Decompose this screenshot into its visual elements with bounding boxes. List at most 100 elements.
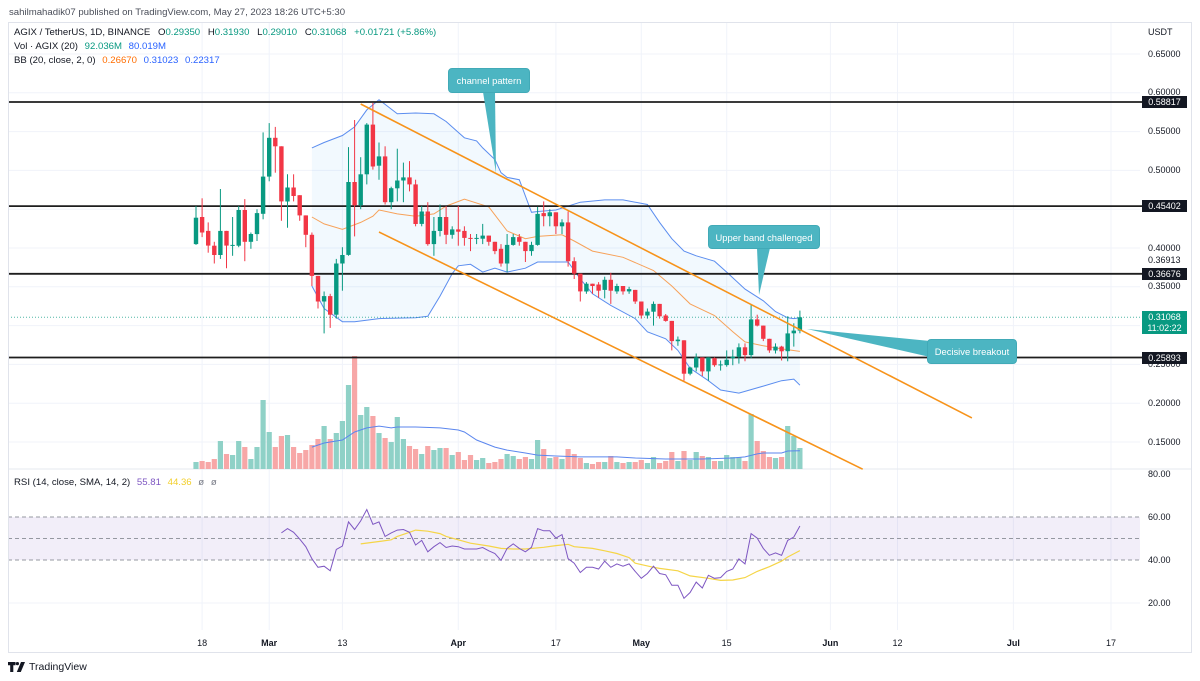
- candle: [425, 202, 430, 246]
- change-value: +0.01721 (+5.86%): [354, 27, 437, 38]
- volume-bar: [248, 459, 254, 469]
- volume-bar: [260, 400, 266, 469]
- volume-bar: [443, 448, 449, 469]
- volume-bar: [486, 463, 492, 469]
- volume-bar: [602, 462, 608, 469]
- volume-bar: [230, 455, 236, 469]
- candle: [529, 241, 534, 256]
- candle: [492, 241, 498, 255]
- rsi-tick-label: 20.00: [1148, 597, 1171, 608]
- candle: [572, 257, 577, 279]
- time-tick-label: May: [632, 638, 651, 648]
- candle: [633, 289, 638, 304]
- callout-upper-band-challenged[interactable]: Upper band challenged: [708, 225, 820, 249]
- volume-bar: [693, 452, 699, 469]
- candle: [694, 353, 699, 372]
- price-tick-label: 0.65000: [1148, 48, 1181, 59]
- volume-bar: [504, 454, 510, 469]
- rsi-band-fill: [8, 517, 1140, 560]
- candle: [242, 199, 247, 262]
- candle: [267, 123, 272, 182]
- volume-bar: [632, 462, 638, 469]
- candle: [328, 293, 333, 328]
- volume-bar: [541, 449, 547, 469]
- volume-indicator-title[interactable]: Vol · AGIX (20): [14, 41, 78, 52]
- volume-bar: [760, 451, 766, 469]
- tradingview-branding[interactable]: TradingView: [8, 661, 87, 673]
- volume-bar: [748, 414, 754, 469]
- volume-bar: [242, 447, 248, 469]
- candle: [413, 179, 418, 227]
- volume-bar: [376, 433, 382, 469]
- callout-channel-pattern[interactable]: channel pattern: [448, 68, 530, 93]
- volume-bar: [583, 463, 589, 469]
- volume-bar: [535, 440, 541, 469]
- callout-pointer-breakout: [807, 329, 930, 357]
- volume-bar: [419, 454, 425, 469]
- candle: [407, 161, 412, 192]
- candle: [663, 314, 668, 322]
- volume-bar: [217, 441, 223, 469]
- volume-bar: [303, 450, 309, 469]
- channel-upper-trendline[interactable]: [360, 103, 973, 419]
- candle: [230, 217, 235, 256]
- volume-bar: [455, 452, 461, 469]
- rsi-line: [281, 508, 801, 600]
- candle: [724, 350, 729, 367]
- bb-fill: [311, 99, 800, 394]
- candle: [761, 325, 766, 342]
- high-value: H0.31930: [207, 27, 250, 38]
- volume-bar: [522, 457, 528, 469]
- candle: [584, 282, 589, 294]
- volume-bar: [614, 462, 620, 469]
- bar-countdown: 11:02:22: [1147, 323, 1182, 334]
- volume-bar: [626, 462, 632, 469]
- candle: [590, 283, 595, 294]
- candle: [443, 206, 449, 245]
- candle: [480, 223, 485, 245]
- volume-bar: [492, 462, 498, 469]
- candle: [742, 343, 748, 362]
- candle: [639, 301, 644, 319]
- volume-bar: [711, 461, 718, 469]
- level-price-label: 0.36676: [1142, 267, 1187, 280]
- price-tick-label: 0.25000: [1148, 358, 1181, 369]
- volume-bar: [608, 456, 614, 469]
- candle: [291, 174, 296, 202]
- volume-bar: [797, 448, 803, 469]
- bb-lower-line: [311, 261, 801, 394]
- time-tick-label: Jul: [1006, 638, 1020, 648]
- time-tick-label: Mar: [261, 638, 278, 648]
- volume-bar: [309, 445, 315, 469]
- volume-bar: [352, 356, 358, 469]
- callout-pointer-channel: [483, 92, 496, 173]
- volume-bar: [345, 385, 352, 469]
- last-price-value: 0.31068: [1148, 312, 1181, 323]
- price-axis-currency: USDT: [1148, 27, 1173, 37]
- candle: [687, 366, 693, 376]
- price-tick-label: 0.55000: [1148, 126, 1181, 137]
- rsi-tick-label: 40.00: [1148, 554, 1171, 565]
- volume-bar: [193, 462, 199, 469]
- volume-ma-line: [311, 425, 800, 460]
- candle: [260, 132, 266, 220]
- volume-bar: [449, 455, 455, 469]
- candle: [279, 146, 284, 221]
- callout-decisive-breakout[interactable]: Decisive breakout: [927, 339, 1017, 364]
- channel-lower-trendline[interactable]: [378, 231, 864, 470]
- bb-indicator-title[interactable]: BB (20, close, 2, 0): [14, 55, 96, 66]
- candle: [193, 206, 199, 245]
- candle: [755, 314, 760, 327]
- candle: [431, 217, 437, 256]
- candle: [224, 230, 229, 269]
- candle: [730, 349, 735, 366]
- symbol-title[interactable]: AGIX / TetherUS, 1D, BINANCE: [14, 27, 151, 38]
- candle: [450, 226, 455, 239]
- candle: [767, 338, 772, 353]
- rsi-indicator-title[interactable]: RSI (14, close, SMA, 14, 2): [14, 477, 131, 488]
- volume-bar: [638, 460, 644, 469]
- level-price-label: 0.58817: [1142, 96, 1187, 108]
- volume-bar: [553, 457, 559, 469]
- volume-bar: [785, 426, 791, 469]
